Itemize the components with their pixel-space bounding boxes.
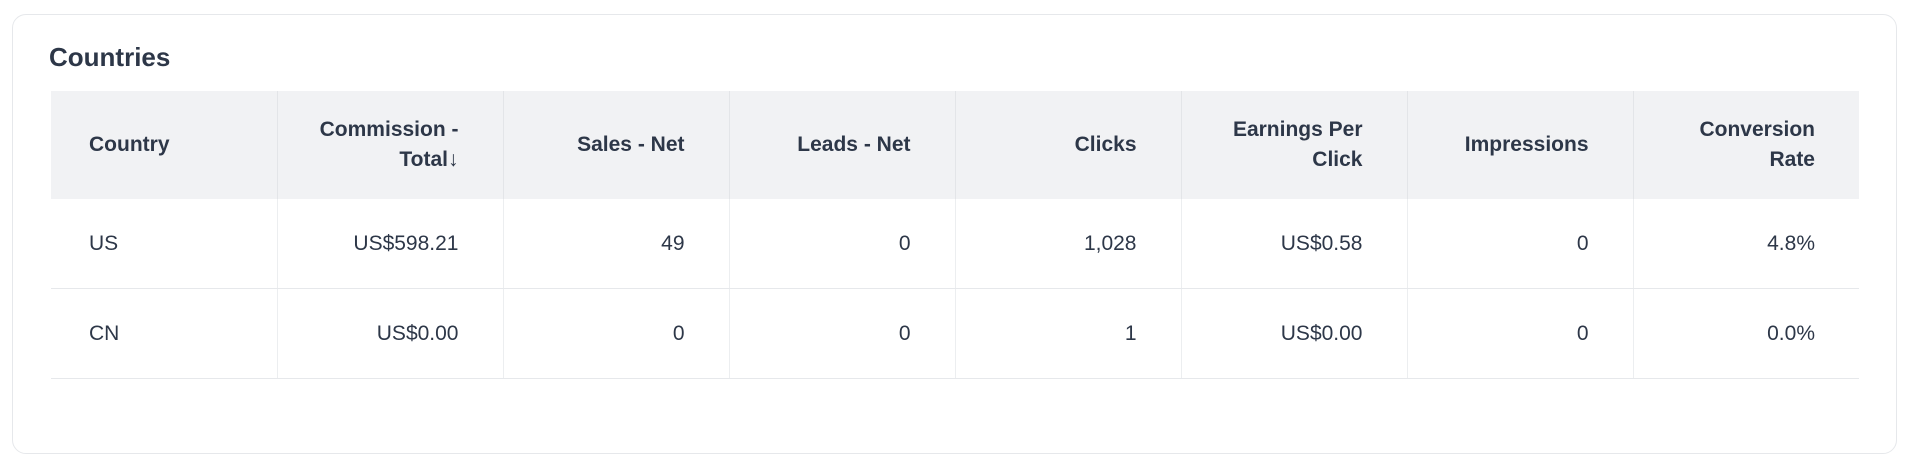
- table-row: US US$598.21 49 0 1,028 US$0.58 0 4.8%: [51, 199, 1859, 289]
- sort-arrow-down-icon: ↓: [448, 148, 459, 171]
- cell-impressions: 0: [1406, 199, 1633, 289]
- cell-commission-total: US$0.00: [276, 288, 503, 379]
- column-header-conversion-rate[interactable]: Conversion Rate: [1632, 91, 1859, 199]
- cell-leads-net: 0: [728, 288, 955, 379]
- cell-conversion-rate: 4.8%: [1632, 199, 1859, 289]
- column-header-country[interactable]: Country: [51, 91, 277, 199]
- column-header-impressions[interactable]: Impressions: [1406, 91, 1633, 199]
- countries-table: Country Commission - Total↓ Sales - Net …: [51, 91, 1859, 379]
- column-header-earnings-per-click[interactable]: Earnings Per Click: [1180, 91, 1407, 199]
- cell-sales-net: 49: [502, 199, 729, 289]
- column-header-sales-net[interactable]: Sales - Net: [502, 91, 729, 199]
- cell-sales-net: 0: [502, 288, 729, 379]
- cell-earnings-per-click: US$0.00: [1180, 288, 1407, 379]
- cell-clicks: 1,028: [954, 199, 1181, 289]
- table-header-row: Country Commission - Total↓ Sales - Net …: [51, 91, 1859, 199]
- cell-impressions: 0: [1406, 288, 1633, 379]
- table-row: CN US$0.00 0 0 1 US$0.00 0 0.0%: [51, 288, 1859, 379]
- column-header-label: Commission - Total: [319, 118, 459, 171]
- cell-country: CN: [51, 288, 277, 379]
- cell-commission-total: US$598.21: [276, 199, 503, 289]
- column-header-clicks[interactable]: Clicks: [954, 91, 1181, 199]
- cell-conversion-rate: 0.0%: [1632, 288, 1859, 379]
- cell-country: US: [51, 199, 277, 289]
- column-header-commission-total[interactable]: Commission - Total↓: [276, 91, 503, 199]
- cell-earnings-per-click: US$0.58: [1180, 199, 1407, 289]
- cell-leads-net: 0: [728, 199, 955, 289]
- countries-card: Countries Country Commission - Total↓ Sa…: [12, 14, 1897, 454]
- cell-clicks: 1: [954, 288, 1181, 379]
- card-title: Countries: [49, 42, 171, 72]
- column-header-leads-net[interactable]: Leads - Net: [728, 91, 955, 199]
